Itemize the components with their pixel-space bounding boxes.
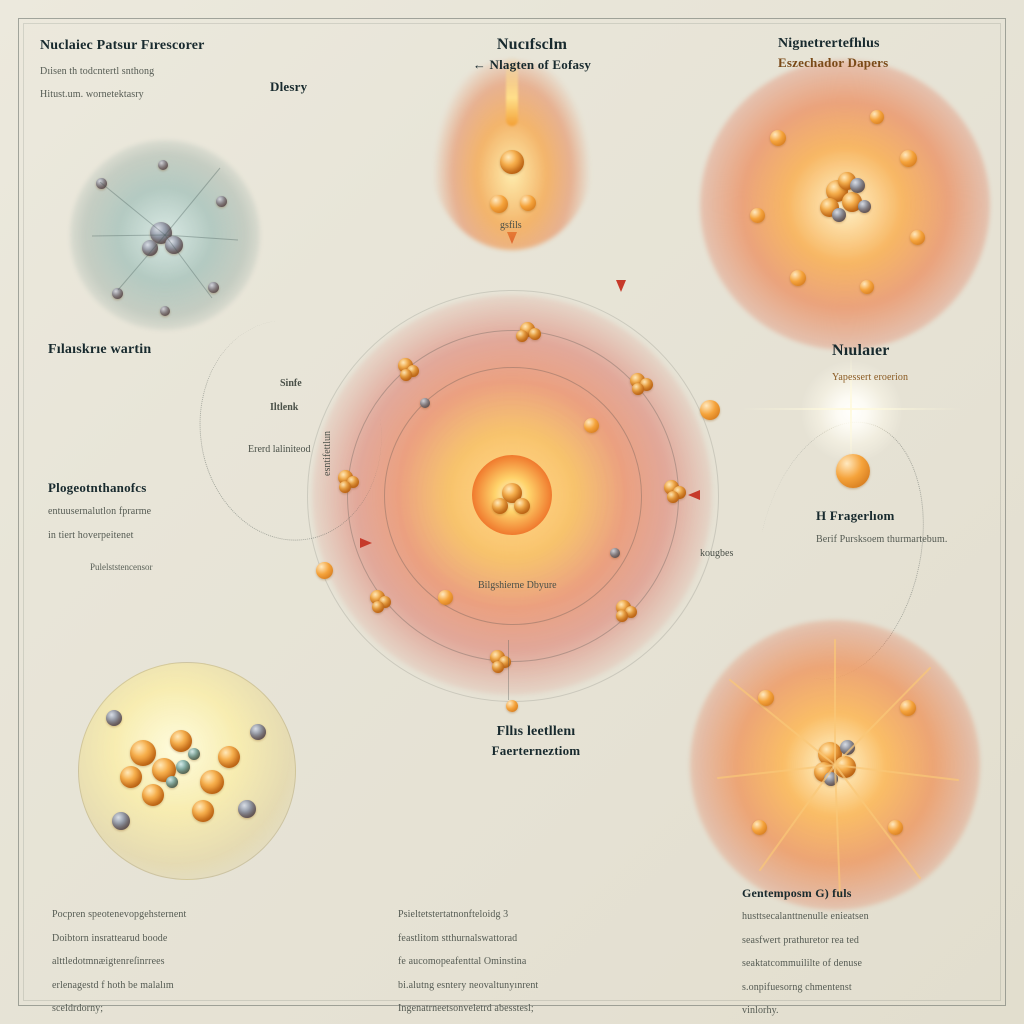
label-line: seaktatcommuililte of denuse	[742, 957, 992, 971]
label-line: erlenagestd f hoth be malalım	[52, 979, 322, 993]
label-line: Pocpren speotenevopgehsternent	[52, 908, 322, 922]
annot-green: Sinfe	[280, 378, 302, 389]
label-sub: Nlagten of Eofasy	[490, 57, 592, 72]
label-title: Fllıs leetllenı	[436, 724, 636, 741]
label-title: Nucıfsclm	[432, 36, 632, 55]
annot-small: Ererd laliniteod	[248, 444, 310, 455]
label-top-right: Nignetrertefhlus Eszechador Dapers	[778, 36, 998, 72]
label-sub: Eszechador Dapers	[778, 55, 998, 70]
label-sub: Yapessert eroerion	[832, 371, 1002, 385]
label-bottom-center: Fllıs leetllenı Faerterneztiom	[436, 724, 636, 760]
label-line: Ingenatrneetsonveletrd abesstesl;	[398, 1002, 668, 1016]
arrow-indicator	[616, 280, 626, 292]
annot-core: Bilgshierne Dbyure	[478, 580, 557, 591]
satellite-particle	[700, 400, 720, 420]
label-line: feastlitom stthurnalswattorad	[398, 932, 668, 946]
label-line: seasfwert prathuretor rea ted	[742, 934, 992, 948]
satellite-particle	[584, 418, 599, 433]
label-line: husttsecalanttnenulle enieatsen	[742, 910, 992, 924]
label-line: Doibtorn insrattearud boode	[52, 932, 322, 946]
label-line: vinlorhy.	[742, 1004, 992, 1018]
orbit-outer	[307, 290, 719, 702]
arrow-indicator	[688, 490, 700, 500]
satellite-particle	[316, 562, 333, 579]
label-line: entuusernalutlon fprarme	[48, 505, 228, 519]
label-right-upper: Nıulaıer Yapessert eroerion	[832, 342, 1002, 394]
label-line: bi.alutng esntery neovaltunyınrent	[398, 979, 668, 993]
arrow-indicator	[360, 538, 372, 548]
label-title: Fılaıskrıe wartin	[48, 342, 151, 359]
label-line: sceldrdorny;	[52, 1002, 322, 1016]
label-line: Bilgshierne Dbyure	[478, 580, 557, 591]
annot-left-vert: esntifettlun	[322, 431, 333, 476]
label-line: Hitust.um. wornetektasry	[40, 88, 290, 102]
label-left-mid: Plogeotnthanofcs entuusernalutlon fprarm…	[48, 480, 228, 552]
label-line: Dıisen th todcntertl snthong	[40, 65, 290, 79]
label-top-center: Nucıfsclm ← Nlagten of Eofasy	[432, 36, 632, 74]
label-top-left: Nuclaiec Patsur Fırescorer Dıisen th tod…	[40, 38, 290, 112]
label-title: H Fragerlıom	[816, 508, 1006, 523]
label-title: Gentemposm G) fuls	[742, 886, 992, 900]
label-title: Nuclaiec Patsur Fırescorer	[40, 38, 290, 55]
label-left-upper: Fılaıskrıe wartin	[48, 342, 151, 361]
label-sub: Berif Pursksoem thurmartebum.	[816, 533, 1006, 547]
satellite-particle	[420, 398, 430, 408]
annot-green: Iltlenk	[270, 402, 298, 413]
arrow-left-icon: ←	[473, 57, 486, 72]
caption-bottom-mid: Psieltetstertatnonfteloidg 3 feastlitom …	[398, 898, 668, 1024]
label-line: s.onpifuesorng chmentenst	[742, 981, 992, 995]
label-left-small: Pulelststencensor	[90, 562, 153, 572]
label-title: Nıulaıer	[832, 342, 1002, 361]
label-line: Psieltetstertatnonfteloidg 3	[398, 908, 668, 922]
pill-top-left: Dlesry	[270, 78, 307, 96]
label-line: alttledotmnæigtenreſinrrees	[52, 955, 322, 969]
label-sub: Faerterneztiom	[436, 743, 636, 758]
caption-bottom-right: Gentemposm G) fuls husttsecalanttnenulle…	[742, 886, 992, 1024]
label-line: in tiert hoverpeitenet	[48, 529, 228, 543]
label-title: Dlesry	[270, 79, 307, 94]
label-line: fe aucomopeafenttal Ominstina	[398, 955, 668, 969]
annot-top: gsfils	[500, 220, 522, 231]
caption-bottom-left: Pocpren speotenevopgehsternent Doibtorn …	[52, 898, 322, 1024]
label-title: Nignetrertefhlus	[778, 36, 998, 53]
satellite-particle	[610, 548, 620, 558]
label-title: Plogeotnthanofcs	[48, 480, 228, 495]
label-right-mid: H Fragerlıom Berif Pursksoem thurmartebu…	[816, 508, 1006, 557]
annot-right: kougbes	[700, 548, 733, 559]
satellite-particle	[506, 700, 518, 712]
satellite-particle	[438, 590, 453, 605]
